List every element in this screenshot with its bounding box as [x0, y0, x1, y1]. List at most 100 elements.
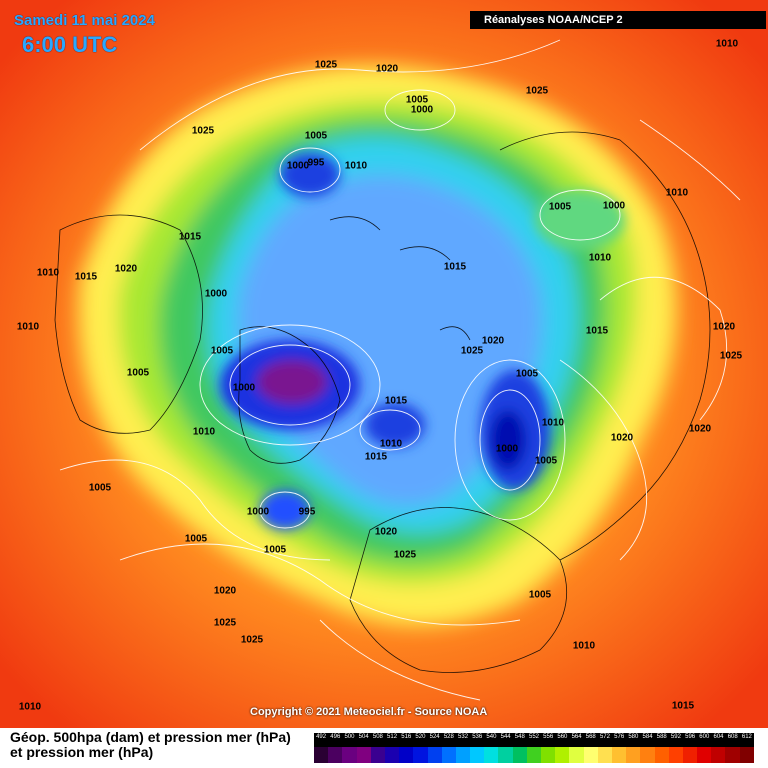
color-scale-tick: 564	[571, 734, 582, 740]
color-scale-tick: 540	[486, 734, 497, 740]
color-scale-tick: 508	[372, 734, 383, 740]
isobar-label: 1000	[232, 382, 256, 394]
isobar-label: 1010	[715, 38, 739, 50]
isobar-label: 1020	[375, 63, 399, 75]
color-scale-cell	[682, 747, 698, 763]
isobar-label: 1005	[405, 94, 429, 106]
isobar-label: 1025	[460, 345, 484, 357]
color-scale-cell	[626, 747, 641, 763]
color-scale-cell	[441, 747, 456, 763]
isobar-15	[559, 359, 648, 561]
isobar-label: 1010	[665, 187, 689, 199]
isobar-label: 1005	[304, 130, 328, 142]
color-scale-tick: 568	[585, 734, 596, 740]
low-siberia	[280, 153, 340, 197]
isobar-label: 1000	[246, 506, 270, 518]
color-scale-cell	[611, 747, 627, 763]
isobar-11	[59, 459, 331, 561]
color-scale-tick: 608	[727, 734, 738, 740]
isobar-label: 1015	[74, 271, 98, 283]
isobar-label: 1025	[314, 59, 338, 71]
geopotential-map	[0, 0, 768, 728]
isobar-label: 1020	[712, 321, 736, 333]
color-scale-tick: 548	[514, 734, 525, 740]
color-scale-cell	[640, 747, 655, 763]
isobar-label: 1010	[541, 417, 565, 429]
legend-title-line-2: et pression mer (hPa)	[10, 744, 154, 760]
color-scale-cell	[384, 747, 400, 763]
isobar-6	[539, 189, 621, 241]
color-scale-cell	[484, 747, 499, 763]
isobar-12	[599, 276, 728, 421]
isobar-label: 1025	[213, 617, 237, 629]
isobar-label: 1015	[585, 325, 609, 337]
isobar-label: 1010	[18, 701, 42, 713]
isobar-label: 1010	[588, 252, 612, 264]
isobar-label: 1010	[379, 438, 403, 450]
color-scale-tick: 524	[429, 734, 440, 740]
isobar-13	[139, 39, 561, 151]
isobar-label: 995	[298, 506, 316, 518]
color-scale-tick: 520	[415, 734, 426, 740]
color-scale-cell	[526, 747, 541, 763]
isobar-label: 1015	[384, 395, 408, 407]
color-scale-bar	[314, 747, 754, 763]
isobar-label: 1020	[213, 585, 237, 597]
isobar-label: 1005	[515, 368, 539, 380]
color-scale-cell	[399, 747, 414, 763]
isobar-label: 1005	[184, 533, 208, 545]
isobar-label: 1025	[393, 549, 417, 561]
coast-arctic-islands	[329, 216, 471, 341]
color-scale-tick: 572	[599, 734, 610, 740]
color-scale-cell	[328, 747, 343, 763]
isobar-label: 1005	[534, 455, 558, 467]
isobar-label: 1015	[443, 261, 467, 273]
legend-title: Géop. 500hpa (dam) et pression mer (hPa)…	[10, 730, 291, 760]
color-scale-cell	[342, 747, 357, 763]
color-scale-tick: 556	[543, 734, 554, 740]
color-scale-tick: 612	[741, 734, 752, 740]
isobar-label: 1005	[528, 589, 552, 601]
isobar-label: 1000	[410, 104, 434, 116]
color-scale-cell	[498, 747, 513, 763]
isobar-16	[319, 619, 481, 701]
isobar-10	[119, 543, 521, 626]
color-scale-cell	[470, 747, 485, 763]
isobar-label: 1020	[610, 432, 634, 444]
isobar-label: 1005	[88, 482, 112, 494]
isobar-label: 1020	[688, 423, 712, 435]
isobar-14	[639, 119, 741, 201]
low-greenland-core	[257, 360, 327, 404]
color-scale-cell	[697, 747, 712, 763]
color-scale-tick: 536	[472, 734, 483, 740]
low-scandinavia-core	[490, 410, 526, 470]
color-scale-cell	[455, 747, 471, 763]
isobar-1	[229, 344, 351, 426]
color-scale-cell	[711, 747, 726, 763]
isobar-label: 1010	[572, 640, 596, 652]
isobar-2	[199, 324, 381, 446]
color-scale-cell	[512, 747, 527, 763]
isobar-label: 1000	[204, 288, 228, 300]
color-scale-tick: 576	[614, 734, 625, 740]
coast-europe	[349, 507, 568, 673]
copyright-text: Copyright © 2021 Meteociel.fr - Source N…	[250, 706, 488, 718]
isobar-9	[359, 409, 421, 451]
low-barents	[365, 403, 425, 447]
color-scale-tick: 532	[458, 734, 469, 740]
isobar-label: 1000	[286, 160, 310, 172]
isobar-label: 1020	[481, 335, 505, 347]
low-atlantic	[260, 490, 310, 530]
color-scale-tick: 596	[685, 734, 696, 740]
color-scale-tick: 552	[528, 734, 540, 740]
color-scale-tick: 500	[344, 734, 355, 740]
isobar-label: 1010	[344, 160, 368, 172]
color-scale-cell	[356, 747, 371, 763]
isobar-label: 1005	[126, 367, 150, 379]
isobar-3	[479, 389, 541, 491]
color-scale-tick: 588	[656, 734, 667, 740]
isobar-7	[384, 89, 456, 131]
legend-title-line-1: Géop. 500hpa (dam) et pression mer (hPa)	[10, 729, 291, 745]
color-scale-cell	[583, 747, 598, 763]
color-scale: 492 496 500 504 508 512 516 520 524 528 532 536 540 5…	[314, 733, 754, 763]
